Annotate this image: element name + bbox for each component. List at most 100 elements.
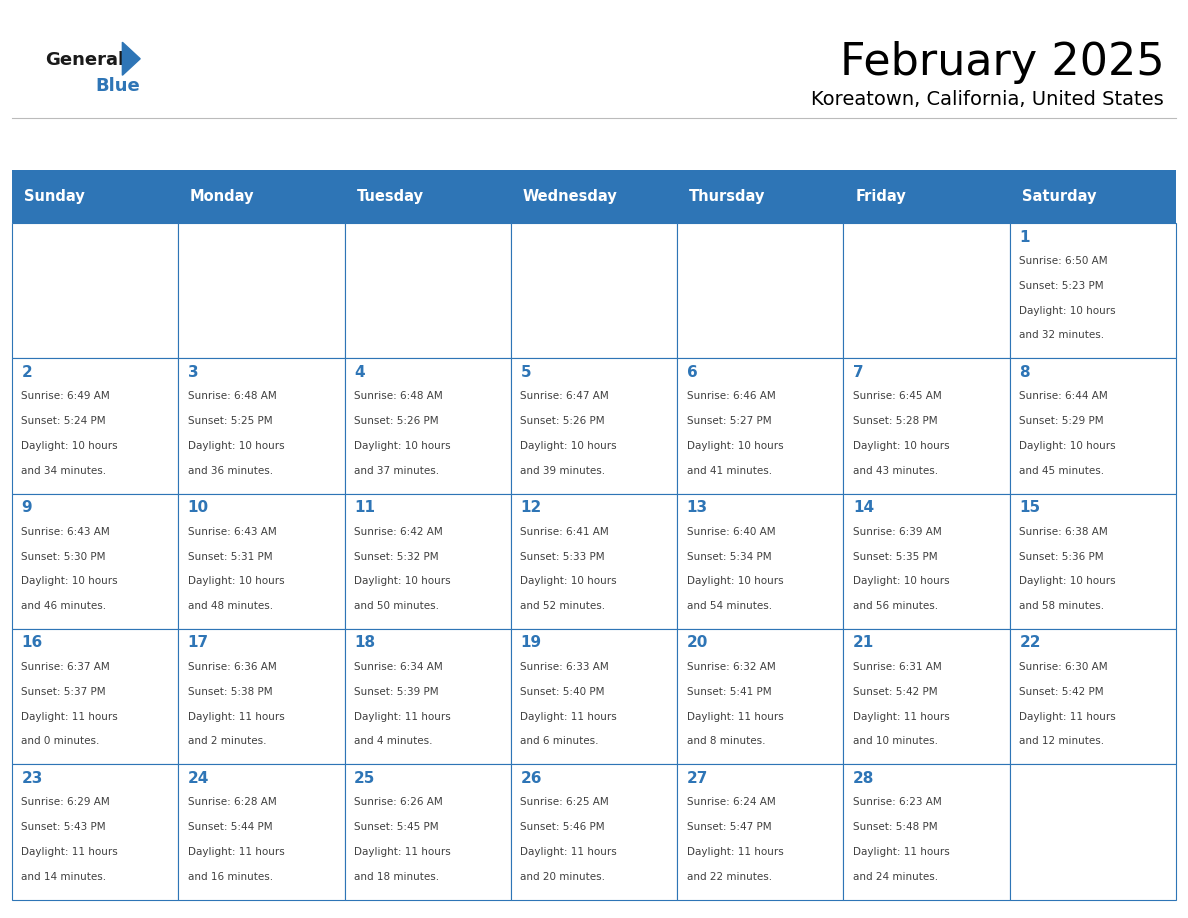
Text: Sunrise: 6:30 AM: Sunrise: 6:30 AM	[1019, 662, 1108, 672]
Text: General: General	[45, 50, 125, 69]
Bar	[1010, 170, 1176, 223]
Text: Sunset: 5:46 PM: Sunset: 5:46 PM	[520, 823, 605, 832]
Text: Daylight: 10 hours: Daylight: 10 hours	[1019, 577, 1116, 587]
Text: Sunset: 5:30 PM: Sunset: 5:30 PM	[21, 552, 106, 562]
Text: and 8 minutes.: and 8 minutes.	[687, 736, 765, 746]
Text: Daylight: 11 hours: Daylight: 11 hours	[21, 847, 118, 856]
Text: Blue: Blue	[95, 77, 140, 95]
Text: Sunset: 5:41 PM: Sunset: 5:41 PM	[687, 687, 771, 697]
Text: Sunrise: 6:48 AM: Sunrise: 6:48 AM	[354, 391, 443, 401]
Bar	[12, 358, 178, 494]
Text: Sunrise: 6:38 AM: Sunrise: 6:38 AM	[1019, 527, 1108, 537]
Bar	[345, 223, 511, 358]
Text: Sunset: 5:35 PM: Sunset: 5:35 PM	[853, 552, 937, 562]
Text: Sunset: 5:26 PM: Sunset: 5:26 PM	[354, 416, 438, 426]
Text: Daylight: 11 hours: Daylight: 11 hours	[687, 711, 783, 722]
Text: Daylight: 10 hours: Daylight: 10 hours	[21, 577, 118, 587]
Text: Sunrise: 6:43 AM: Sunrise: 6:43 AM	[188, 527, 277, 537]
Text: and 50 minutes.: and 50 minutes.	[354, 601, 440, 611]
Text: Daylight: 11 hours: Daylight: 11 hours	[1019, 711, 1116, 722]
Text: Daylight: 10 hours: Daylight: 10 hours	[687, 441, 783, 451]
Text: Sunrise: 6:48 AM: Sunrise: 6:48 AM	[188, 391, 277, 401]
Text: 9: 9	[21, 500, 32, 515]
Text: and 54 minutes.: and 54 minutes.	[687, 601, 772, 611]
Text: 15: 15	[1019, 500, 1041, 515]
Text: Sunset: 5:42 PM: Sunset: 5:42 PM	[1019, 687, 1104, 697]
Text: and 4 minutes.: and 4 minutes.	[354, 736, 432, 746]
Text: Sunset: 5:48 PM: Sunset: 5:48 PM	[853, 823, 937, 832]
Text: Sunset: 5:33 PM: Sunset: 5:33 PM	[520, 552, 605, 562]
Text: 13: 13	[687, 500, 708, 515]
Bar	[178, 765, 345, 900]
Text: and 46 minutes.: and 46 minutes.	[21, 601, 107, 611]
Text: Friday: Friday	[855, 189, 906, 204]
Bar	[12, 765, 178, 900]
Bar	[843, 629, 1010, 765]
Text: February 2025: February 2025	[840, 41, 1164, 84]
Text: 2: 2	[21, 364, 32, 380]
Text: Monday: Monday	[190, 189, 254, 204]
Text: 23: 23	[21, 771, 43, 786]
Text: Sunday: Sunday	[24, 189, 84, 204]
Bar	[511, 170, 677, 223]
Text: 10: 10	[188, 500, 209, 515]
Text: Sunset: 5:24 PM: Sunset: 5:24 PM	[21, 416, 106, 426]
Bar	[345, 494, 511, 629]
Text: and 37 minutes.: and 37 minutes.	[354, 465, 440, 476]
Bar	[843, 358, 1010, 494]
Text: Sunset: 5:40 PM: Sunset: 5:40 PM	[520, 687, 605, 697]
Text: Sunset: 5:34 PM: Sunset: 5:34 PM	[687, 552, 771, 562]
Text: Sunset: 5:45 PM: Sunset: 5:45 PM	[354, 823, 438, 832]
Text: Sunset: 5:37 PM: Sunset: 5:37 PM	[21, 687, 106, 697]
Text: and 24 minutes.: and 24 minutes.	[853, 872, 939, 881]
Text: and 48 minutes.: and 48 minutes.	[188, 601, 273, 611]
Text: Sunrise: 6:34 AM: Sunrise: 6:34 AM	[354, 662, 443, 672]
Text: Sunrise: 6:41 AM: Sunrise: 6:41 AM	[520, 527, 609, 537]
Text: Sunrise: 6:25 AM: Sunrise: 6:25 AM	[520, 798, 609, 807]
Text: 11: 11	[354, 500, 375, 515]
Text: Daylight: 10 hours: Daylight: 10 hours	[188, 577, 284, 587]
Text: Daylight: 11 hours: Daylight: 11 hours	[520, 711, 617, 722]
Text: Daylight: 11 hours: Daylight: 11 hours	[853, 711, 949, 722]
Text: Sunset: 5:47 PM: Sunset: 5:47 PM	[687, 823, 771, 832]
Text: 12: 12	[520, 500, 542, 515]
Bar	[511, 223, 677, 358]
Text: Sunset: 5:25 PM: Sunset: 5:25 PM	[188, 416, 272, 426]
Text: Sunrise: 6:24 AM: Sunrise: 6:24 AM	[687, 798, 776, 807]
Text: Sunrise: 6:29 AM: Sunrise: 6:29 AM	[21, 798, 110, 807]
Text: 19: 19	[520, 635, 542, 651]
Bar	[12, 170, 178, 223]
Text: Daylight: 11 hours: Daylight: 11 hours	[853, 847, 949, 856]
Bar	[1010, 358, 1176, 494]
Text: and 41 minutes.: and 41 minutes.	[687, 465, 772, 476]
Text: 24: 24	[188, 771, 209, 786]
Text: 21: 21	[853, 635, 874, 651]
Bar	[677, 358, 843, 494]
Text: Sunrise: 6:26 AM: Sunrise: 6:26 AM	[354, 798, 443, 807]
Bar	[677, 765, 843, 900]
Bar	[843, 223, 1010, 358]
Text: Sunrise: 6:45 AM: Sunrise: 6:45 AM	[853, 391, 942, 401]
Bar	[677, 629, 843, 765]
Text: Sunset: 5:32 PM: Sunset: 5:32 PM	[354, 552, 438, 562]
Text: Sunset: 5:26 PM: Sunset: 5:26 PM	[520, 416, 605, 426]
Text: 3: 3	[188, 364, 198, 380]
Text: Sunset: 5:31 PM: Sunset: 5:31 PM	[188, 552, 272, 562]
Text: and 52 minutes.: and 52 minutes.	[520, 601, 606, 611]
Text: Sunrise: 6:39 AM: Sunrise: 6:39 AM	[853, 527, 942, 537]
Bar	[843, 765, 1010, 900]
Text: 22: 22	[1019, 635, 1041, 651]
Bar	[178, 223, 345, 358]
Text: 28: 28	[853, 771, 874, 786]
Text: Sunset: 5:36 PM: Sunset: 5:36 PM	[1019, 552, 1104, 562]
Text: Daylight: 10 hours: Daylight: 10 hours	[520, 577, 617, 587]
Text: and 10 minutes.: and 10 minutes.	[853, 736, 939, 746]
Text: 8: 8	[1019, 364, 1030, 380]
Bar	[1010, 494, 1176, 629]
Text: Sunrise: 6:46 AM: Sunrise: 6:46 AM	[687, 391, 776, 401]
Text: Wednesday: Wednesday	[523, 189, 618, 204]
Text: Daylight: 11 hours: Daylight: 11 hours	[520, 847, 617, 856]
Text: Sunrise: 6:42 AM: Sunrise: 6:42 AM	[354, 527, 443, 537]
Text: and 2 minutes.: and 2 minutes.	[188, 736, 266, 746]
Text: 26: 26	[520, 771, 542, 786]
